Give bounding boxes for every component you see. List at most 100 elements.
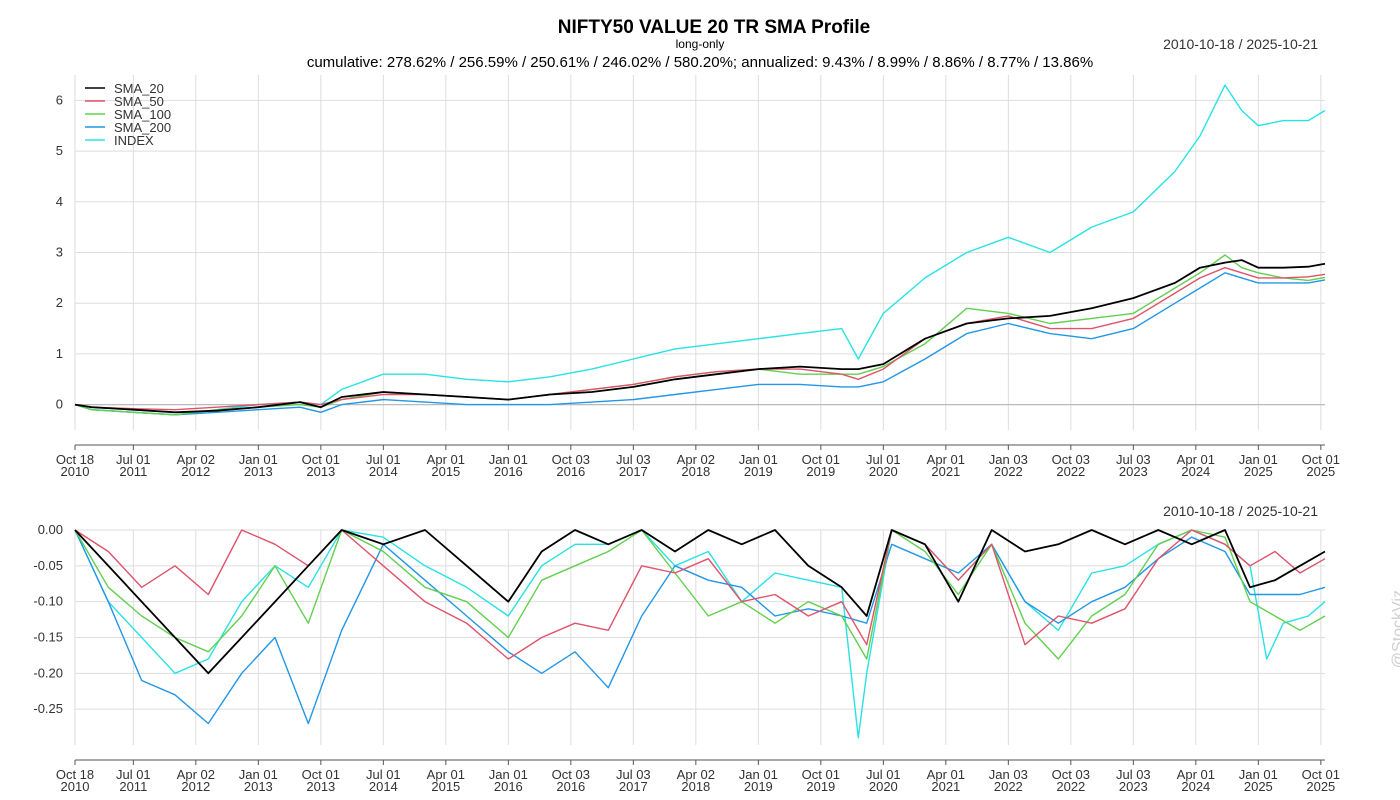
x-tick-label: 2025 xyxy=(1244,464,1273,479)
x-tick-label: 2022 xyxy=(994,464,1023,479)
x-tick-label: Oct 03 xyxy=(552,452,590,467)
x-tick-label: Oct 03 xyxy=(1052,452,1090,467)
x-tick-label: Jul 01 xyxy=(366,452,401,467)
x-tick-label: Jul 03 xyxy=(616,452,651,467)
x-tick-label: Jan 01 xyxy=(1239,767,1278,782)
x-tick-label: 2018 xyxy=(681,464,710,479)
legend-label: SMA_50 xyxy=(114,94,164,109)
x-tick-label: 2021 xyxy=(931,464,960,479)
x-tick-label: 2012 xyxy=(181,779,210,794)
x-tick-label: Oct 01 xyxy=(302,767,340,782)
x-tick-label: Apr 01 xyxy=(1177,452,1215,467)
x-tick-label: Oct 01 xyxy=(1302,452,1340,467)
x-tick-label: 2013 xyxy=(306,464,335,479)
x-tick-label: Jul 01 xyxy=(366,767,401,782)
chart-subtitle: long-only xyxy=(675,37,725,51)
x-tick-label: Jan 01 xyxy=(239,452,278,467)
x-tick-label: 2016 xyxy=(494,464,523,479)
x-tick-label: 2010 xyxy=(61,779,90,794)
x-tick-label: 2023 xyxy=(1119,779,1148,794)
y-tick-label: -0.20 xyxy=(33,665,63,680)
series-line-sma-50 xyxy=(74,529,1326,660)
x-tick-label: Jan 01 xyxy=(489,767,528,782)
x-tick-label: 2018 xyxy=(681,779,710,794)
y-tick-label: 5 xyxy=(56,143,63,158)
x-tick-label: Jan 01 xyxy=(239,767,278,782)
y-tick-label: 6 xyxy=(56,92,63,107)
x-tick-label: Apr 01 xyxy=(1177,767,1215,782)
x-tick-label: 2013 xyxy=(244,464,273,479)
x-tick-label: 2015 xyxy=(431,464,460,479)
x-tick-label: Jul 01 xyxy=(866,767,901,782)
x-tick-label: 2021 xyxy=(931,779,960,794)
x-tick-label: Oct 03 xyxy=(552,767,590,782)
x-tick-label: 2017 xyxy=(619,779,648,794)
y-tick-label: -0.10 xyxy=(33,594,63,609)
x-tick-label: 2014 xyxy=(369,779,398,794)
x-tick-label: 2023 xyxy=(1119,464,1148,479)
x-tick-label: 2011 xyxy=(119,779,147,794)
legend-label: INDEX xyxy=(114,133,154,148)
series-line-index xyxy=(74,84,1326,416)
y-tick-label: 4 xyxy=(56,194,63,209)
x-tick-label: Oct 01 xyxy=(802,767,840,782)
x-tick-label: Apr 02 xyxy=(177,767,215,782)
x-tick-label: Oct 01 xyxy=(802,452,840,467)
x-tick-label: 2015 xyxy=(431,779,460,794)
x-tick-label: 2012 xyxy=(181,464,210,479)
x-tick-label: Jul 03 xyxy=(616,767,651,782)
x-tick-label: Apr 02 xyxy=(677,767,715,782)
date-range-bottom: 2010-10-18 / 2025-10-21 xyxy=(1163,503,1318,519)
x-tick-label: 2025 xyxy=(1306,779,1335,794)
series-line-sma-20 xyxy=(74,529,1326,675)
x-tick-label: Jan 03 xyxy=(989,452,1028,467)
x-tick-label: 2017 xyxy=(619,464,648,479)
x-tick-label: 2019 xyxy=(744,779,773,794)
x-tick-label: Oct 03 xyxy=(1052,767,1090,782)
x-tick-label: Apr 01 xyxy=(927,767,965,782)
series-line-index xyxy=(74,529,1326,739)
series-line-sma-200 xyxy=(74,529,1326,725)
x-tick-label: Jan 01 xyxy=(739,767,778,782)
performance-stats: cumulative: 278.62% / 256.59% / 250.61% … xyxy=(306,54,1094,71)
date-range-top: 2010-10-18 / 2025-10-21 xyxy=(1163,36,1318,52)
x-tick-label: Jan 03 xyxy=(989,767,1028,782)
x-tick-label: Jul 03 xyxy=(1116,767,1151,782)
x-tick-label: Oct 18 xyxy=(56,767,94,782)
y-tick-label: 0 xyxy=(56,397,63,412)
x-tick-label: 2013 xyxy=(306,779,335,794)
x-tick-label: Oct 01 xyxy=(1302,767,1340,782)
x-tick-label: Apr 02 xyxy=(677,452,715,467)
x-tick-label: Jan 01 xyxy=(489,452,528,467)
chart-title: NIFTY50 VALUE 20 TR SMA Profile xyxy=(557,17,871,38)
x-tick-label: Apr 02 xyxy=(177,452,215,467)
x-tick-label: 2024 xyxy=(1181,464,1210,479)
x-tick-label: 2013 xyxy=(244,779,273,794)
x-tick-label: Jan 01 xyxy=(739,452,778,467)
x-tick-label: Oct 01 xyxy=(302,452,340,467)
y-tick-label: 2 xyxy=(56,295,63,310)
y-tick-label: -0.25 xyxy=(33,701,63,716)
legend-label: SMA_100 xyxy=(114,107,171,122)
x-tick-label: 2024 xyxy=(1181,779,1210,794)
x-tick-label: Jul 01 xyxy=(116,767,151,782)
x-tick-label: 2025 xyxy=(1306,464,1335,479)
x-tick-label: Apr 01 xyxy=(927,452,965,467)
x-tick-label: 2016 xyxy=(494,779,523,794)
x-tick-label: 2022 xyxy=(1056,464,1085,479)
x-tick-label: Jul 03 xyxy=(1116,452,1151,467)
y-tick-label: 0.00 xyxy=(38,522,63,537)
x-tick-label: Apr 01 xyxy=(427,452,465,467)
legend-label: SMA_20 xyxy=(114,81,164,96)
series-line-sma-20 xyxy=(74,259,1326,414)
x-tick-label: 2019 xyxy=(806,779,835,794)
x-tick-label: 2020 xyxy=(869,779,898,794)
x-tick-label: 2016 xyxy=(556,779,585,794)
series-line-sma-200 xyxy=(74,272,1326,416)
x-tick-label: Jan 01 xyxy=(1239,452,1278,467)
x-tick-label: Jul 01 xyxy=(116,452,151,467)
y-tick-label: 3 xyxy=(56,245,63,260)
